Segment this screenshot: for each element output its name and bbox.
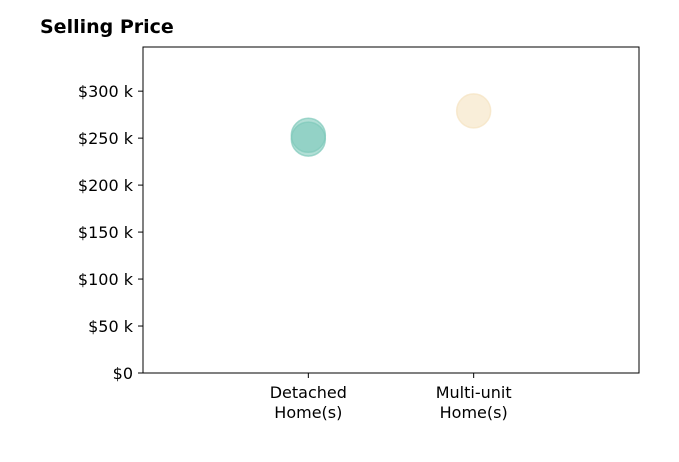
chart-title: Selling Price — [40, 16, 174, 38]
x-tick-label: Home(s) — [440, 403, 508, 422]
y-tick-label: $250 k — [78, 129, 134, 148]
y-tick-label: $50 k — [88, 317, 134, 336]
y-tick-label: $0 — [113, 364, 133, 383]
data-point — [455, 93, 492, 129]
y-tick-label: $150 k — [78, 223, 134, 242]
x-tick-label: Home(s) — [274, 403, 342, 422]
plot-frame — [142, 46, 640, 374]
x-tick-label: Multi-unit — [436, 383, 512, 402]
plot-area: $0 $50 k $100 k $150 k $200 k $250 k $300 k Det… — [78, 46, 640, 422]
y-tick-label: $100 k — [78, 270, 134, 289]
y-tick-label: $300 k — [78, 82, 134, 101]
x-tick-label: Detached — [270, 383, 347, 402]
data-point — [290, 121, 327, 157]
y-tick-label: $200 k — [78, 176, 134, 195]
